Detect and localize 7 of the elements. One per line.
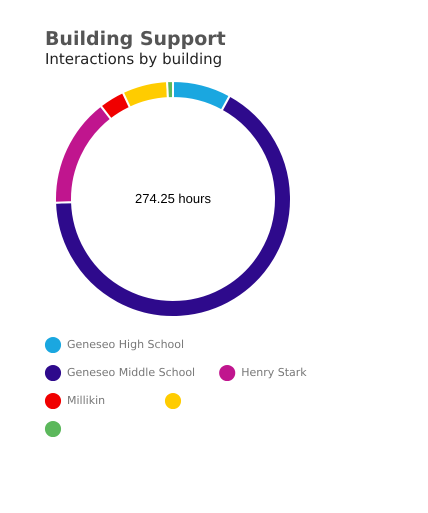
chart-subtitle: Interactions by building xyxy=(44,50,222,68)
legend-label: Henry Stark xyxy=(241,366,308,379)
legend-label: Millikin xyxy=(67,394,106,407)
chart-title: Building Support xyxy=(44,28,226,50)
legend-label: Geneseo Middle School xyxy=(67,366,196,379)
text: 274.25 hours xyxy=(135,191,212,206)
legend-label: Geneseo High School xyxy=(67,338,184,351)
